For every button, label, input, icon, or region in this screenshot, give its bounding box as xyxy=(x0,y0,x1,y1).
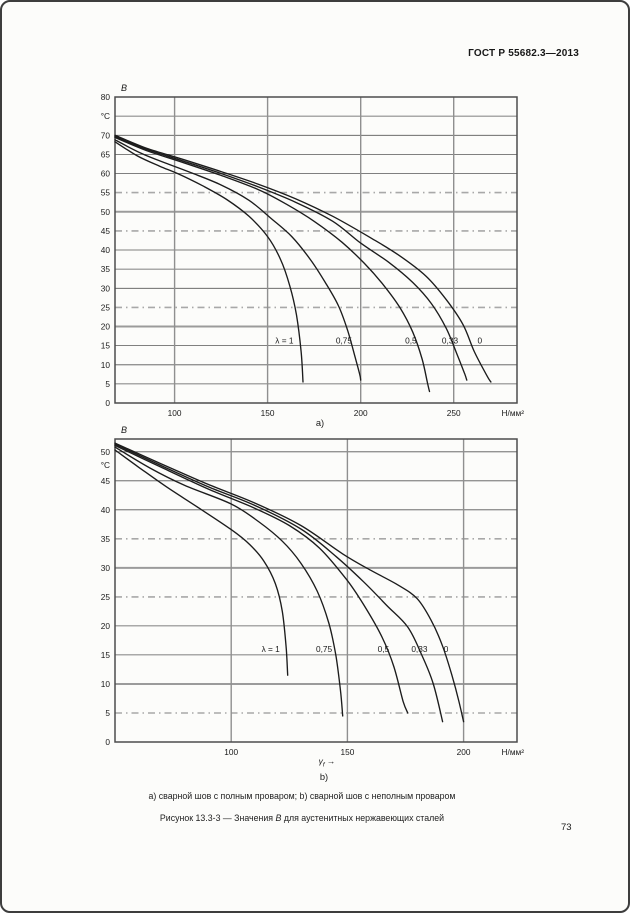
y-axis-title: B xyxy=(121,425,127,435)
y-tick-label: 55 xyxy=(101,188,111,198)
series-label: 0 xyxy=(477,335,482,345)
caption-prefix: Рисунок 13.3-3 — Значения xyxy=(159,813,276,823)
plot-border xyxy=(114,96,518,404)
y-tick-label: 25 xyxy=(101,592,111,602)
series-label: 0,75 xyxy=(336,335,353,345)
chart-sub-label: а) xyxy=(316,418,324,428)
caption-variable: В xyxy=(275,813,282,823)
page-number: 73 xyxy=(561,822,572,833)
y-tick-label: 50 xyxy=(101,447,111,457)
x-axis-variable: γf → xyxy=(319,756,336,768)
x-unit-label: Н/мм² xyxy=(502,408,525,418)
y-tick-label: 80 xyxy=(101,92,111,102)
y-tick-label: 30 xyxy=(101,563,111,573)
y-tick-label: 5 xyxy=(105,379,110,389)
curve-lambda-0 xyxy=(114,442,465,723)
y-tick-label: 35 xyxy=(101,534,111,544)
series-label: 0,5 xyxy=(405,335,417,345)
y-tick-label: °C xyxy=(101,460,110,470)
y-tick-label: 30 xyxy=(101,283,111,293)
x-tick-label: 200 xyxy=(457,747,471,757)
series-label: λ = 1 xyxy=(275,335,294,345)
curve-lambda-075 xyxy=(114,446,344,717)
plot-border xyxy=(114,438,518,743)
y-axis-title: B xyxy=(121,83,127,93)
curve-lambda-033 xyxy=(114,443,444,723)
standard-number: ГОСТ Р 55682.3—2013 xyxy=(468,48,579,59)
curve-lambda-05 xyxy=(114,444,409,714)
curve-lambda-0 xyxy=(114,134,492,383)
x-tick-label: 100 xyxy=(224,747,238,757)
y-tick-label: 40 xyxy=(101,505,111,515)
y-tick-label: 15 xyxy=(101,650,111,660)
caption-suffix: для аустенитных нержавеющих сталей xyxy=(281,813,445,823)
series-label: 0,5 xyxy=(378,644,390,654)
y-tick-label: 65 xyxy=(101,149,111,159)
curve-lambda-05 xyxy=(114,136,431,393)
series-label: 0,33 xyxy=(411,644,428,654)
series-label: 0 xyxy=(444,644,449,654)
y-tick-label: 50 xyxy=(101,207,111,217)
y-tick-label: 20 xyxy=(101,621,111,631)
y-tick-label: 35 xyxy=(101,264,111,274)
figure-subcaption: а) сварной шов с полным проваром; b) сва… xyxy=(148,791,456,801)
x-tick-label: 250 xyxy=(447,408,461,418)
y-tick-label: 45 xyxy=(101,476,111,486)
x-unit-label: Н/мм² xyxy=(502,747,525,757)
y-tick-label: 0 xyxy=(105,737,110,747)
series-label: 0,75 xyxy=(316,644,333,654)
y-tick-label: 5 xyxy=(105,708,110,718)
curve-lambda-1 xyxy=(114,449,289,676)
curve-lambda-075 xyxy=(114,139,362,381)
curve-lambda-1 xyxy=(114,141,304,383)
series-label: 0,33 xyxy=(442,335,459,345)
y-tick-label: 15 xyxy=(101,341,111,351)
y-tick-label: 60 xyxy=(101,169,111,179)
series-label: λ = 1 xyxy=(262,644,281,654)
y-tick-label: 10 xyxy=(101,679,111,689)
x-tick-label: 150 xyxy=(340,747,354,757)
x-tick-label: 150 xyxy=(261,408,275,418)
x-tick-label: 200 xyxy=(354,408,368,418)
x-tick-label: 100 xyxy=(168,408,182,418)
curve-lambda-033 xyxy=(114,135,468,381)
y-tick-label: 20 xyxy=(101,322,111,332)
y-tick-label: °C xyxy=(101,111,110,121)
y-tick-label: 10 xyxy=(101,360,111,370)
y-tick-label: 70 xyxy=(101,130,111,140)
y-tick-label: 45 xyxy=(101,226,111,236)
y-tick-label: 40 xyxy=(101,245,111,255)
figure-caption: Рисунок 13.3-3 — Значения В для аустенит… xyxy=(2,813,602,823)
y-tick-label: 0 xyxy=(105,398,110,408)
y-tick-label: 25 xyxy=(101,302,111,312)
chart-sub-label: b) xyxy=(320,772,328,782)
